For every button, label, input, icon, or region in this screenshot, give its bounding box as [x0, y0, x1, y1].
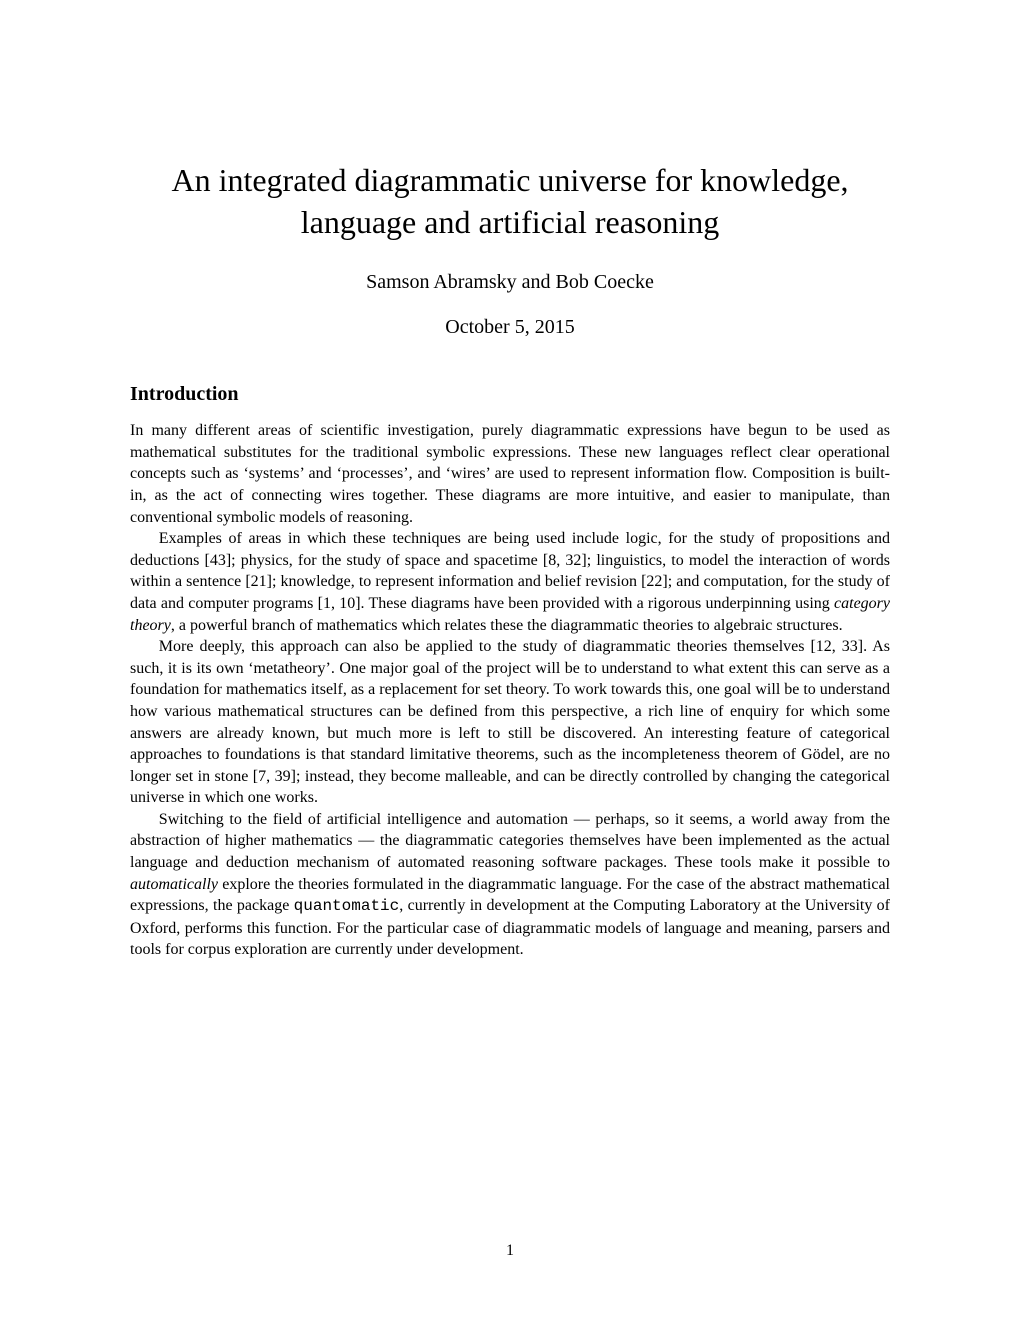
- paragraph-1: In many different areas of scientific in…: [130, 420, 890, 528]
- paper-title: An integrated diagrammatic universe for …: [130, 160, 890, 243]
- paragraph-4: Switching to the field of artificial int…: [130, 809, 890, 961]
- paragraph-3: More deeply, this approach can also be a…: [130, 636, 890, 809]
- section-heading-introduction: Introduction: [130, 383, 890, 406]
- page-number: 1: [0, 1242, 1020, 1260]
- paragraph-4-text-a: Switching to the field of artificial int…: [130, 811, 890, 871]
- body-text: In many different areas of scientific in…: [130, 420, 890, 961]
- quantomatic-code: quantomatic: [294, 897, 400, 915]
- paper-authors: Samson Abramsky and Bob Coecke: [130, 271, 890, 294]
- paragraph-2: Examples of areas in which these techniq…: [130, 528, 890, 636]
- paragraph-2-text-b: , a powerful branch of mathematics which…: [171, 617, 843, 634]
- paragraph-2-text-a: Examples of areas in which these techniq…: [130, 530, 890, 612]
- automatically-italic: automatically: [130, 876, 218, 893]
- paper-date: October 5, 2015: [130, 316, 890, 339]
